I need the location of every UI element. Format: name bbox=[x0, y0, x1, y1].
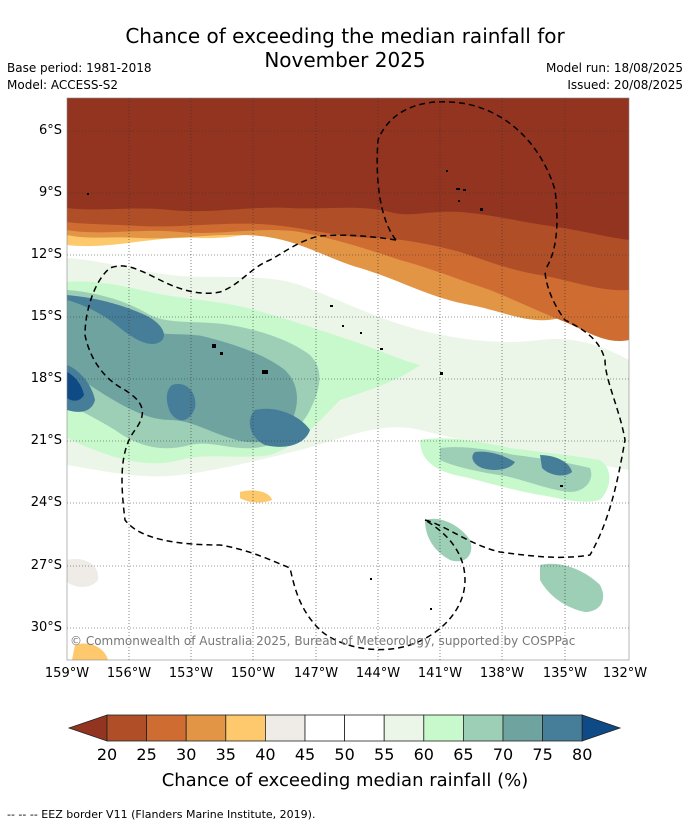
copyright-notice: © Commonwealth of Australia 2025, Bureau… bbox=[70, 634, 576, 648]
band-below-20 bbox=[67, 98, 629, 240]
colorbar-tick-40: 40 bbox=[255, 745, 276, 764]
map-frame bbox=[66, 97, 630, 661]
model-name: Model: ACCESS-S2 bbox=[7, 78, 119, 92]
lat-label-21s: 21°S bbox=[30, 433, 62, 448]
colorbar-bin-40-45 bbox=[264, 714, 306, 742]
colorbar-bin-20-25 bbox=[106, 714, 147, 742]
neutral-patch-southwest bbox=[67, 559, 99, 587]
dry-patch-central bbox=[240, 490, 272, 503]
colorbar-label: Chance of exceeding median rainfall (%) bbox=[161, 770, 529, 791]
dry-patch-southwest bbox=[72, 643, 108, 660]
lat-label-24s: 24°S bbox=[30, 495, 62, 510]
colorbar-bin-70-75 bbox=[502, 714, 543, 742]
colorbar-tick-35: 35 bbox=[215, 745, 236, 764]
lat-label-12s: 12°S bbox=[30, 247, 62, 262]
colorbar-bin-55-60 bbox=[383, 714, 425, 742]
base-period: Base period: 1981-2018 bbox=[7, 61, 152, 75]
colorbar-tick-25: 25 bbox=[136, 745, 157, 764]
lat-label-6s: 6°S bbox=[38, 123, 62, 138]
colorbar-tick-50: 50 bbox=[334, 745, 355, 764]
colorbar-bin-50-55 bbox=[344, 714, 385, 742]
lon-label-141w: 141°W bbox=[417, 666, 463, 681]
band-70-75 bbox=[67, 296, 297, 443]
lon-label-153w: 153°W bbox=[168, 666, 214, 681]
colorbar-bin-45-50 bbox=[304, 714, 345, 742]
model-run: Model run: 18/08/2025 bbox=[545, 61, 683, 75]
colorbar-upper-arrow bbox=[581, 714, 622, 742]
colorbar-tick-65: 65 bbox=[453, 745, 474, 764]
colorbar bbox=[67, 714, 622, 742]
lat-label-9s: 9°S bbox=[38, 185, 62, 200]
south-band-65-70 bbox=[425, 518, 472, 562]
lon-label-147w: 147°W bbox=[293, 666, 339, 681]
colorbar-tick-75: 75 bbox=[532, 745, 553, 764]
lon-label-144w: 144°W bbox=[355, 666, 401, 681]
title-line-1: Chance of exceeding the median rainfall … bbox=[125, 24, 565, 48]
colorbar-tick-55: 55 bbox=[374, 745, 395, 764]
eez-borders bbox=[84, 101, 626, 651]
issued-date: Issued: 20/08/2025 bbox=[567, 78, 683, 92]
meta-right: Model run: 18/08/2025 Issued: 20/08/2025 bbox=[546, 60, 683, 94]
colorbar-tick-20: 20 bbox=[96, 745, 118, 764]
colorbar-bin-60-65 bbox=[423, 714, 464, 742]
lat-label-15s: 15°S bbox=[30, 309, 62, 324]
map-title: Chance of exceeding the median rainfall … bbox=[0, 24, 690, 72]
lon-label-135w: 135°W bbox=[542, 666, 588, 681]
colorbar-bin-75-80 bbox=[542, 714, 583, 742]
colorbar-tick-60: 60 bbox=[413, 745, 434, 764]
colorbar-bin-35-40 bbox=[225, 714, 266, 742]
meta-left: Base period: 1981-2018 Model: ACCESS-S2 bbox=[7, 60, 152, 94]
lon-label-150w: 150°W bbox=[230, 666, 276, 681]
band-75-80 bbox=[67, 295, 310, 447]
gridlines bbox=[67, 98, 629, 660]
colorbar-tick-70: 70 bbox=[492, 745, 514, 764]
east-band-75-80 bbox=[472, 451, 572, 476]
colorbar-lower-arrow bbox=[67, 714, 108, 742]
eez-footnote: -- -- -- EEZ border V11 (Flanders Marine… bbox=[7, 808, 316, 821]
lon-label-138w: 138°W bbox=[479, 666, 525, 681]
colorbar-tick-45: 45 bbox=[294, 745, 316, 764]
lon-label-159w: 159°W bbox=[44, 666, 90, 681]
colorbar-bin-65-70 bbox=[462, 714, 504, 742]
colorbar-bin-30-35 bbox=[185, 714, 227, 742]
islands bbox=[87, 170, 563, 610]
colorbar-tick-80: 80 bbox=[572, 745, 593, 764]
lat-label-30s: 30°S bbox=[30, 620, 62, 635]
lon-label-132w: 132°W bbox=[602, 666, 648, 681]
colorbar-bin-25-30 bbox=[146, 714, 187, 742]
southeast-band-65-70 bbox=[540, 563, 604, 612]
lon-label-156w: 156°W bbox=[106, 666, 152, 681]
lat-label-27s: 27°S bbox=[30, 558, 62, 573]
colorbar-tick-30: 30 bbox=[176, 745, 197, 764]
title-line-2: November 2025 bbox=[264, 48, 426, 72]
band-above-80 bbox=[67, 372, 84, 401]
lat-label-18s: 18°S bbox=[30, 371, 62, 386]
probability-fields bbox=[67, 98, 629, 660]
